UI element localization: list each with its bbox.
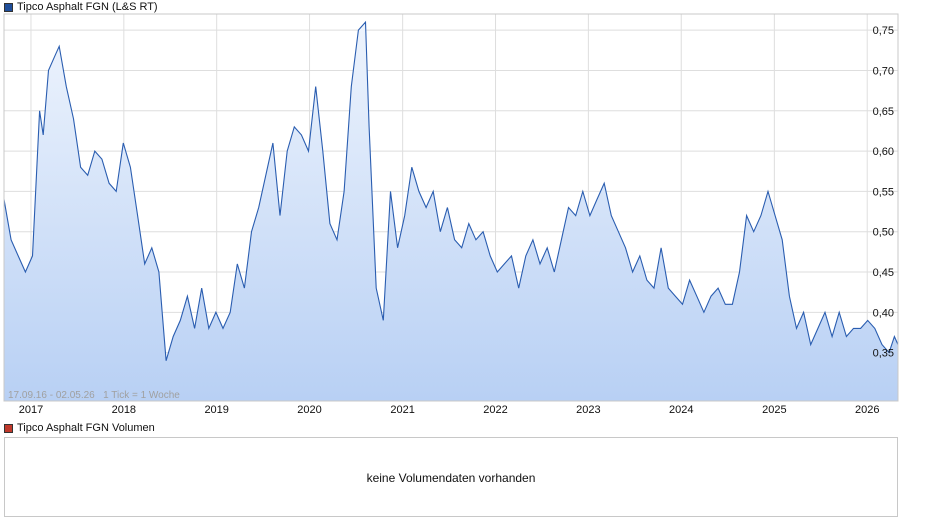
x-axis-labels: 2017 2018 2019 2020 2021 2022 2023 2024 2025 2026 (19, 404, 880, 416)
x-tick-label: 2023 (576, 404, 600, 416)
x-tick-label: 2025 (762, 404, 786, 416)
x-tick-label: 2024 (669, 404, 693, 416)
no-volume-message: keine Volumendaten vorhanden (366, 471, 536, 485)
y-axis-labels: 0,35 0,40 0,45 0,50 0,55 0,60 0,65 0,70 0,75 (873, 25, 894, 360)
y-tick-label: 0,75 (873, 25, 894, 37)
price-chart: 0,35 0,40 0,45 0,50 0,55 0,60 0,65 0,70 0,75 201… (3, 13, 899, 416)
volume-legend-swatch (4, 423, 13, 433)
x-tick-label: 2026 (855, 404, 879, 416)
x-tick-label: 2019 (204, 404, 228, 416)
price-legend-label: Tipco Asphalt FGN (L&S RT) (17, 1, 158, 13)
price-legend: Tipco Asphalt FGN (L&S RT) (4, 0, 158, 14)
plot-border (3, 13, 899, 402)
x-tick-label: 2018 (112, 404, 136, 416)
volume-panel: keine Volumendaten vorhanden (4, 437, 898, 517)
volume-legend: Tipco Asphalt FGN Volumen (4, 421, 155, 435)
x-tick-label: 2017 (19, 404, 43, 416)
x-tick-label: 2020 (297, 404, 321, 416)
y-tick-label: 0,65 (873, 106, 894, 118)
price-area (4, 22, 898, 401)
y-tick-label: 0,60 (873, 146, 894, 158)
price-legend-swatch (4, 2, 13, 12)
y-tick-label: 0,55 (873, 186, 894, 198)
y-tick-label: 0,40 (873, 307, 894, 319)
y-tick-label: 0,35 (873, 348, 894, 360)
y-tick-label: 0,50 (873, 227, 894, 239)
price-line (4, 20, 898, 361)
volume-legend-label: Tipco Asphalt FGN Volumen (17, 422, 155, 434)
date-range-info: 17.09.16 - 02.05.26 1 Tick = 1 Woche (8, 390, 180, 401)
y-tick-label: 0,45 (873, 267, 894, 279)
x-tick-label: 2021 (390, 404, 414, 416)
y-tick-label: 0,70 (873, 65, 894, 77)
x-tick-label: 2022 (483, 404, 507, 416)
